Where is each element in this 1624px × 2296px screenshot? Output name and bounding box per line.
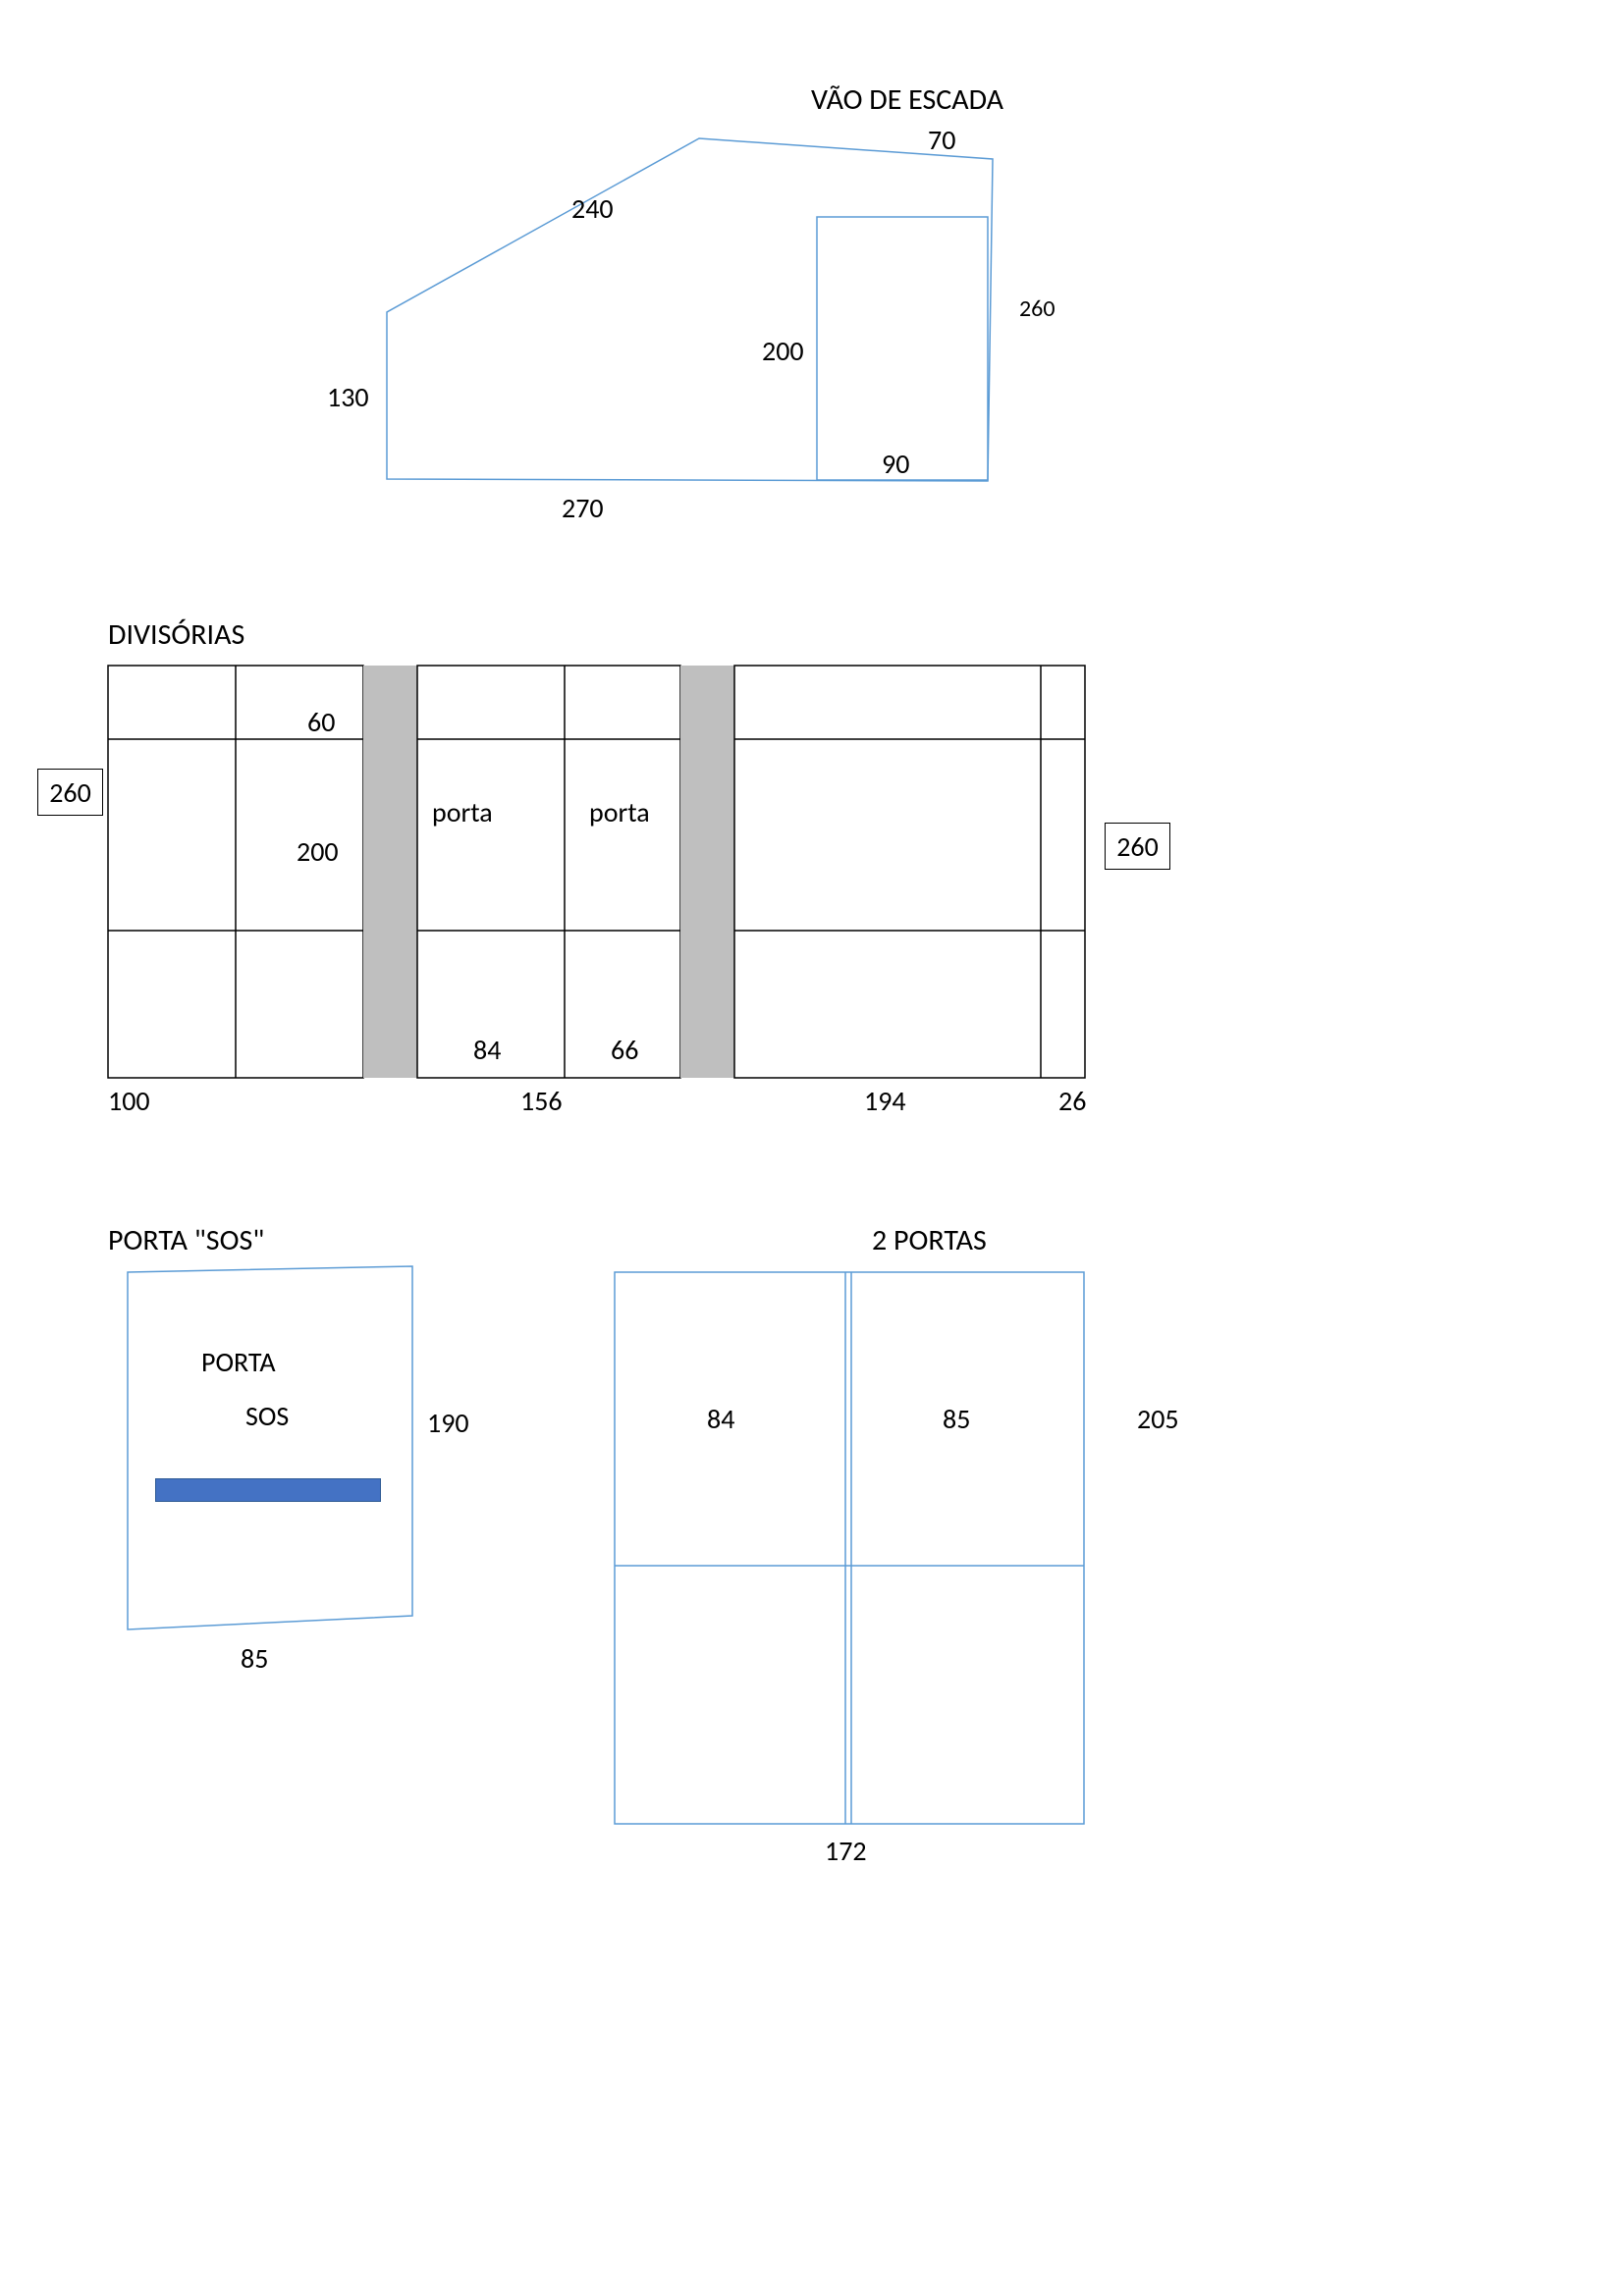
stairwell-svg (0, 0, 1624, 589)
divisorias-title: DIVISÓRIAS (108, 616, 244, 653)
div-bottom-d1: 100 (108, 1084, 150, 1118)
div-p1-c2-r1-label: 60 (307, 705, 335, 739)
stairwell-dim-inner-h: 200 (762, 334, 804, 368)
div-p2-c2-r2-label: porta (589, 795, 650, 829)
duas-portas-dim-bottom: 172 (825, 1834, 867, 1868)
duas-portas-dim-right: 205 (1137, 1402, 1179, 1436)
stairwell-dim-inner-w: 90 (882, 447, 909, 481)
duas-portas-dim-right-cell: 85 (943, 1402, 970, 1436)
div-bottom-d4: 26 (1058, 1084, 1086, 1118)
div-p2-c2-r3-label: 66 (611, 1033, 638, 1067)
porta-sos-label-sos: SOS (245, 1399, 289, 1433)
divisorias-svg (0, 658, 1624, 1148)
stairwell-dim-bottom: 270 (562, 491, 604, 525)
stairwell-dim-left: 130 (327, 380, 369, 414)
div-bottom-d2: 156 (520, 1084, 563, 1118)
porta-sos-dim-right: 190 (427, 1406, 469, 1440)
stairwell-dim-diag: 240 (571, 191, 614, 226)
stairwell-dim-top: 70 (928, 123, 955, 157)
porta-sos-bar (155, 1478, 381, 1502)
porta-sos-dim-bottom: 85 (241, 1641, 268, 1676)
div-bottom-d3: 194 (864, 1084, 906, 1118)
porta-sos-label-porta: PORTA (201, 1345, 276, 1379)
div-p2-c1-r2-label: porta (432, 795, 493, 829)
duas-portas-dim-left: 84 (707, 1402, 734, 1436)
stairwell-dim-right: 260 (1019, 294, 1056, 323)
div-p2-c1-r3-label: 84 (473, 1033, 501, 1067)
div-p1-c2-r2-label: 200 (297, 834, 339, 869)
duas-portas-svg (550, 1237, 1237, 1924)
